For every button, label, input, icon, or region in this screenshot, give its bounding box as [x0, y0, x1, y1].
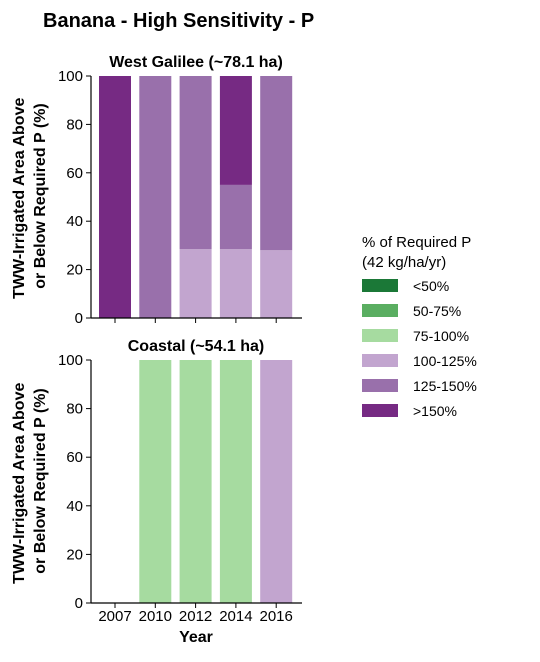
- legend-title-line2: (42 kg/ha/yr): [362, 254, 446, 271]
- bar-2014-100-125%: [219, 249, 252, 318]
- legend-label: >150%: [413, 403, 457, 419]
- y-tick-label: 40: [66, 498, 83, 515]
- legend-label: 125-150%: [413, 378, 477, 394]
- legend-label: <50%: [413, 278, 449, 294]
- legend-label: 100-125%: [413, 353, 477, 369]
- legend-label: 75-100%: [413, 328, 469, 344]
- y-axis-label-line2: or Below Required P (%): [32, 103, 49, 289]
- bar-2016-125-150%: [260, 76, 293, 251]
- y-tick-label: 0: [75, 310, 83, 327]
- legend-swatch: [362, 329, 398, 342]
- x-tick-label: 2007: [98, 608, 131, 625]
- y-axis-label-line1: TWW-Irrigated Area Above: [11, 98, 28, 299]
- legend: % of Required P (42 kg/ha/yr) <50% 50-75%…: [362, 234, 477, 419]
- panel-title: West Galilee (~78.1 ha): [109, 54, 283, 71]
- legend-swatch: [362, 379, 398, 392]
- x-tick-label: 2012: [179, 608, 212, 625]
- x-tick-label: 2014: [219, 608, 252, 625]
- bar-2014->150%: [219, 76, 252, 185]
- bar-2012-100-125%: [179, 249, 212, 318]
- y-tick-label: 100: [58, 352, 83, 369]
- bar-2010-75-100%: [139, 360, 172, 603]
- legend-swatch: [362, 304, 398, 317]
- y-axis-label: TWW-Irrigated Area Above or Below Requir…: [11, 93, 49, 299]
- y-tick-label: 0: [75, 595, 83, 612]
- y-tick-label: 20: [66, 262, 83, 279]
- y-axis-label-line2: or Below Required P (%): [32, 388, 49, 574]
- y-tick-label: 100: [58, 68, 83, 85]
- x-tick-label: 2016: [260, 608, 293, 625]
- legend-swatch: [362, 354, 398, 367]
- y-tick-label: 60: [66, 449, 83, 466]
- y-axis-label: TWW-Irrigated Area Above or Below Requir…: [11, 378, 49, 584]
- legend-items: <50% 50-75% 75-100% 100-125% 125-150% >150%: [362, 278, 477, 419]
- panel-coastal: Coastal (~54.1 ha) TWW-Irrigated Area Ab…: [11, 338, 302, 646]
- bar-2010-125-150%: [139, 76, 172, 318]
- y-tick-label: 40: [66, 213, 83, 230]
- bar-2014-125-150%: [219, 184, 252, 250]
- legend-title-line1: % of Required P: [362, 234, 471, 251]
- panel-title: Coastal (~54.1 ha): [128, 338, 265, 355]
- bar-2012-125-150%: [179, 76, 212, 250]
- y-tick-label: 80: [66, 116, 83, 133]
- y-axis-label-line1: TWW-Irrigated Area Above: [11, 383, 28, 584]
- x-tick-label: 2010: [139, 608, 172, 625]
- figure-title: Banana - High Sensitivity - P: [43, 10, 314, 32]
- panel-west-galilee: West Galilee (~78.1 ha) TWW-Irrigated Ar…: [11, 54, 302, 327]
- y-tick-label: 80: [66, 401, 83, 418]
- x-axis-label: Year: [179, 629, 213, 646]
- y-tick-label: 20: [66, 546, 83, 563]
- bar-2016-100-125%: [260, 250, 293, 318]
- y-tick-label: 60: [66, 165, 83, 182]
- bar-2007->150%: [99, 76, 131, 318]
- bar-2014-75-100%: [219, 360, 252, 603]
- legend-swatch: [362, 404, 398, 417]
- bar-2016-100-125%: [260, 360, 293, 603]
- legend-label: 50-75%: [413, 303, 461, 319]
- legend-swatch: [362, 279, 398, 292]
- bar-2012-75-100%: [179, 360, 212, 603]
